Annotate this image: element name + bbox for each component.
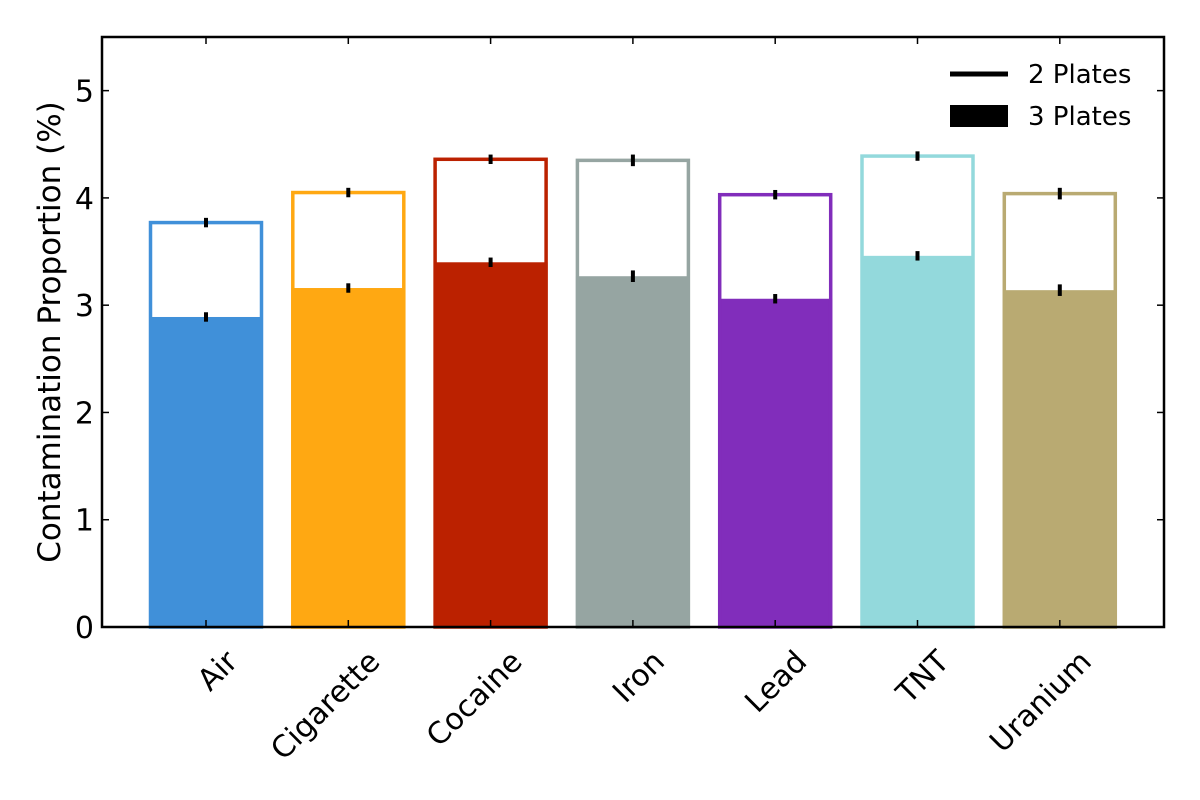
y-axis-title: Contamination Proportion (%) (32, 101, 68, 563)
y-tick-label-0: 0 (75, 611, 94, 646)
x-tick-label-cigarette: Cigarette (264, 644, 387, 767)
legend: 2 Plates 3 Plates (950, 60, 1131, 132)
bar-3-plates-cigarette (291, 288, 406, 627)
bar-3-plates-iron (575, 276, 690, 627)
bar-3-plates-tnt (860, 255, 975, 627)
error-bars-layer (204, 151, 1062, 322)
legend-marker-3-plates (950, 105, 1008, 127)
y-tick-label-3: 3 (75, 289, 94, 324)
y-tick-label-4: 4 (75, 182, 94, 217)
x-tick-label-uranium: Uranium (983, 644, 1098, 759)
bars-layer (148, 154, 1118, 629)
x-tick-label-tnt: TNT (889, 644, 957, 712)
bar-3-plates-lead (718, 298, 833, 627)
x-tick-label-iron: Iron (606, 644, 672, 710)
y-axis: 0 1 2 3 4 5 (75, 75, 1164, 646)
x-tick-label-cocaine: Cocaine (420, 644, 530, 754)
y-tick-label-1: 1 (75, 504, 94, 539)
x-tick-label-lead: Lead (738, 644, 814, 720)
bar-3-plates-uranium (1002, 290, 1117, 627)
legend-label-2-plates: 2 Plates (1028, 60, 1131, 90)
bar-3-plates-cocaine (433, 262, 548, 627)
x-tick-label-air: Air (191, 644, 245, 698)
bar-3-plates-air (149, 316, 263, 627)
legend-label-3-plates: 3 Plates (1028, 102, 1131, 132)
y-tick-label-5: 5 (75, 75, 94, 110)
y-tick-label-2: 2 (75, 396, 94, 431)
